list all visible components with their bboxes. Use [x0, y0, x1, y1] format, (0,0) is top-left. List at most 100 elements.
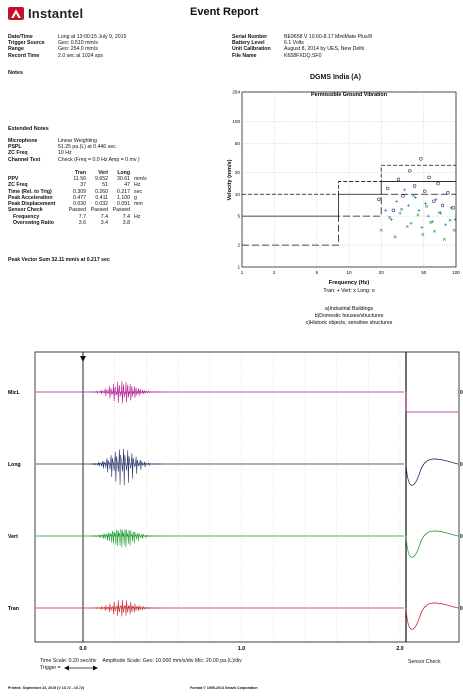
info-value: August 8, 2014 by UES, New Delhi [284, 46, 365, 53]
info-value: 2.0 sec at 1024 sps [58, 52, 103, 59]
brand-logo: Instantel [8, 6, 83, 22]
chart-subtitle: Permissible Ground Vibration [311, 92, 387, 98]
time-tick-label: 2.0 [396, 646, 403, 652]
cell: 51 [102, 182, 108, 189]
point-tran [409, 221, 413, 225]
y-tick-label: 2 [237, 243, 240, 248]
info-value: Geo: 254.0 mm/s [58, 46, 98, 53]
x-tick-label: 100 [452, 270, 460, 275]
info-value: Check (Freq = 0.0 Hz Amp = 0 mv ) [58, 156, 140, 163]
x-axis-label: Frequency (Hz) [329, 280, 370, 286]
waveform-trace-micl [90, 381, 163, 404]
cell: 0.477 [73, 194, 86, 201]
point-long [451, 206, 455, 210]
cell: 11.56 [73, 176, 86, 183]
y-tick-label: 50 [235, 141, 241, 146]
unit: mm [134, 201, 143, 208]
y-tick-label: 1 [237, 265, 240, 270]
table-row: Frequency 7.7 7.4 7.4 Hz [8, 214, 149, 220]
point-vert-b [379, 228, 383, 232]
time-tick-labels: 0.0 1.0 2.0 [79, 646, 403, 652]
cell: 0.260 [95, 188, 108, 195]
point-vert [424, 204, 429, 208]
point-vert-b [429, 220, 433, 224]
row-label: Frequency [13, 213, 40, 220]
point-vert-b [416, 213, 420, 217]
point-long [391, 208, 396, 213]
row-label: Time (Rel. to Trig) [8, 188, 52, 195]
x-tick-label: 2 [273, 270, 276, 275]
waveform-trace-tran [90, 599, 163, 617]
point-vert [388, 215, 392, 219]
row-label: Peak Acceleration [8, 194, 53, 201]
sensor-check-long [405, 458, 459, 486]
point-tran [453, 217, 457, 221]
point-tran [426, 214, 430, 218]
copyright: Format © 1995-2014 Xmark Corporation [190, 686, 258, 690]
sensor-check-label: Sensor Check [408, 659, 441, 665]
notes-label: Notes [8, 70, 23, 76]
info-key: Channel Test [8, 156, 41, 163]
table-header-row: Tran Vert Long [8, 170, 149, 176]
point-vert-b [452, 228, 456, 232]
sensor-check-vert [405, 530, 459, 558]
y-tick-label: 254 [232, 90, 240, 95]
brand-name: Instantel [28, 6, 84, 21]
info-value: 10 Hz [58, 150, 72, 157]
channel-labels: MicL 0 Long 0 Vert 0 Tran 0 [8, 390, 463, 612]
scale-info: Time Scale: 0.20 sec/div Amplitude Scale… [40, 658, 242, 664]
cell: 0.032 [95, 201, 108, 208]
cell: 0.030 [73, 201, 86, 208]
info-key: Date/Time [8, 34, 33, 40]
unit: g [134, 194, 137, 201]
point-vert [448, 218, 452, 222]
point-vert [452, 228, 456, 232]
instantel-logo-icon [8, 7, 24, 21]
extended-notes-label: Extended Notes [8, 126, 49, 132]
sensor-check-mark: 0 [460, 606, 463, 612]
microphone-info: Microphone Linear Weighting PSPL 51.25 pa.… [8, 138, 140, 163]
info-key: File Name [232, 52, 257, 59]
point-vert [429, 220, 433, 224]
info-key: PSPL [8, 144, 22, 151]
y-tick-label: 5 [237, 214, 240, 219]
cell: 3.6 [78, 219, 86, 226]
table-row: Time (Rel. to Trig) 0.309 0.260 0.217 sec [8, 189, 149, 195]
column-header: Vert [98, 170, 108, 176]
report-title: Event Report [190, 6, 259, 18]
row-label: Overswing Ratio [13, 219, 54, 226]
table-row: Sensor Check Passed Passed Passed [8, 207, 149, 213]
info-value: K658FXDQ.SF0 [284, 52, 322, 59]
cell: 30.61 [117, 176, 130, 183]
limit-line-c [242, 193, 456, 246]
point-long [436, 181, 440, 186]
point-long [401, 194, 405, 198]
point-long [408, 169, 412, 173]
x-tick-label: 1 [241, 270, 244, 275]
channel-label-long: Long [8, 462, 21, 468]
info-key: Trigger Source [8, 40, 45, 47]
point-vert [405, 225, 409, 229]
time-tick-label: 0.0 [79, 646, 86, 652]
point-tran [424, 201, 428, 205]
info-key: Record Time [8, 52, 40, 59]
row-label: Sensor Check [8, 207, 43, 214]
point-long [423, 189, 427, 193]
limit-line-a [242, 181, 456, 217]
point-long [412, 184, 417, 188]
x-tick-label: 20 [379, 270, 385, 275]
waveform-chart: MicL 0 Long 0 Vert 0 Tran 0 0.0 1.0 2.0 [8, 351, 463, 652]
chart-note: b)Domestic houses/structures [315, 313, 384, 319]
cell: 0.309 [73, 188, 86, 195]
channel-label-tran: Tran [8, 606, 19, 612]
row-label: ZC Freq [8, 182, 28, 189]
ppv-table: Tran Vert Long PPV 11.56 9.652 30.61 mm/s ZC… [8, 170, 149, 226]
cell: Passed [90, 207, 108, 214]
point-vert-b [448, 218, 452, 222]
waveform-trace-vert [90, 529, 163, 548]
cell: 0.411 [95, 194, 108, 201]
unit: mm/s [134, 176, 147, 183]
channel-label-vert: Vert [8, 534, 18, 540]
ground-vibration-chart: 1 2 5 10 20 50 100 1 2 5 10 20 50 100 254 Permissible … [227, 90, 460, 326]
point-tran [420, 225, 424, 229]
